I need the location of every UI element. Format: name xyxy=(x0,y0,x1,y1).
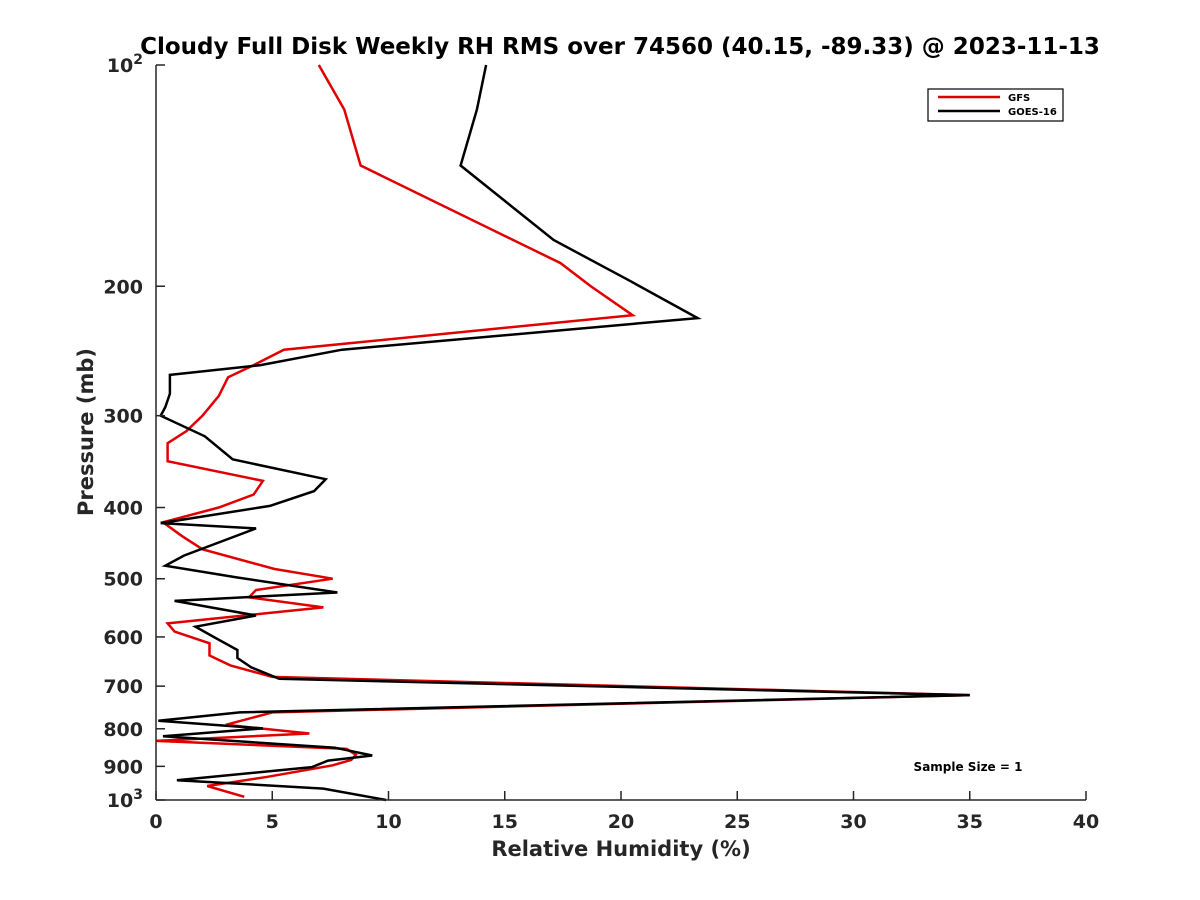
x-tick-label: 0 xyxy=(149,811,162,833)
y-tick-label: 102 xyxy=(107,52,143,77)
chart-title: Cloudy Full Disk Weekly RH RMS over 7456… xyxy=(140,34,1100,60)
legend-box xyxy=(927,88,1064,122)
x-axis-label: Relative Humidity (%) xyxy=(491,837,750,861)
x-ticks: 0 5 10 15 20 25 30 35 40 xyxy=(149,791,1099,833)
sample-size-annotation: Sample Size = 1 xyxy=(914,760,1023,774)
x-tick-label: 20 xyxy=(608,811,634,833)
y-ticks: 102 200 300 400 500 600 700 800 900 103 xyxy=(103,52,165,812)
y-tick-label: 700 xyxy=(103,676,143,698)
y-tick-label: 400 xyxy=(103,498,143,520)
x-tick-label: 5 xyxy=(266,811,279,833)
y-tick-label: 300 xyxy=(103,406,143,428)
series-layer xyxy=(155,64,970,802)
legend: GFS GOES-16 xyxy=(927,88,1064,122)
y-axis-label: Pressure (mb) xyxy=(74,348,98,516)
x-tick-label: 35 xyxy=(957,811,983,833)
y-tick-label: 103 xyxy=(107,787,143,812)
legend-label-goes16: GOES-16 xyxy=(1008,107,1057,118)
y-tick-label: 200 xyxy=(103,276,143,298)
x-tick-label: 15 xyxy=(492,811,518,833)
y-tick-label: 500 xyxy=(103,569,143,591)
y-tick-label: 600 xyxy=(103,627,143,649)
y-tick-label: 800 xyxy=(103,719,143,741)
legend-label-gfs: GFS xyxy=(1008,93,1030,104)
y-tick-label: 900 xyxy=(103,756,143,778)
x-tick-label: 30 xyxy=(840,811,866,833)
series-line-gfs xyxy=(155,64,970,799)
x-tick-label: 40 xyxy=(1073,811,1099,833)
series-line-goes16 xyxy=(158,64,970,802)
x-tick-label: 25 xyxy=(724,811,750,833)
x-tick-label: 10 xyxy=(375,811,401,833)
